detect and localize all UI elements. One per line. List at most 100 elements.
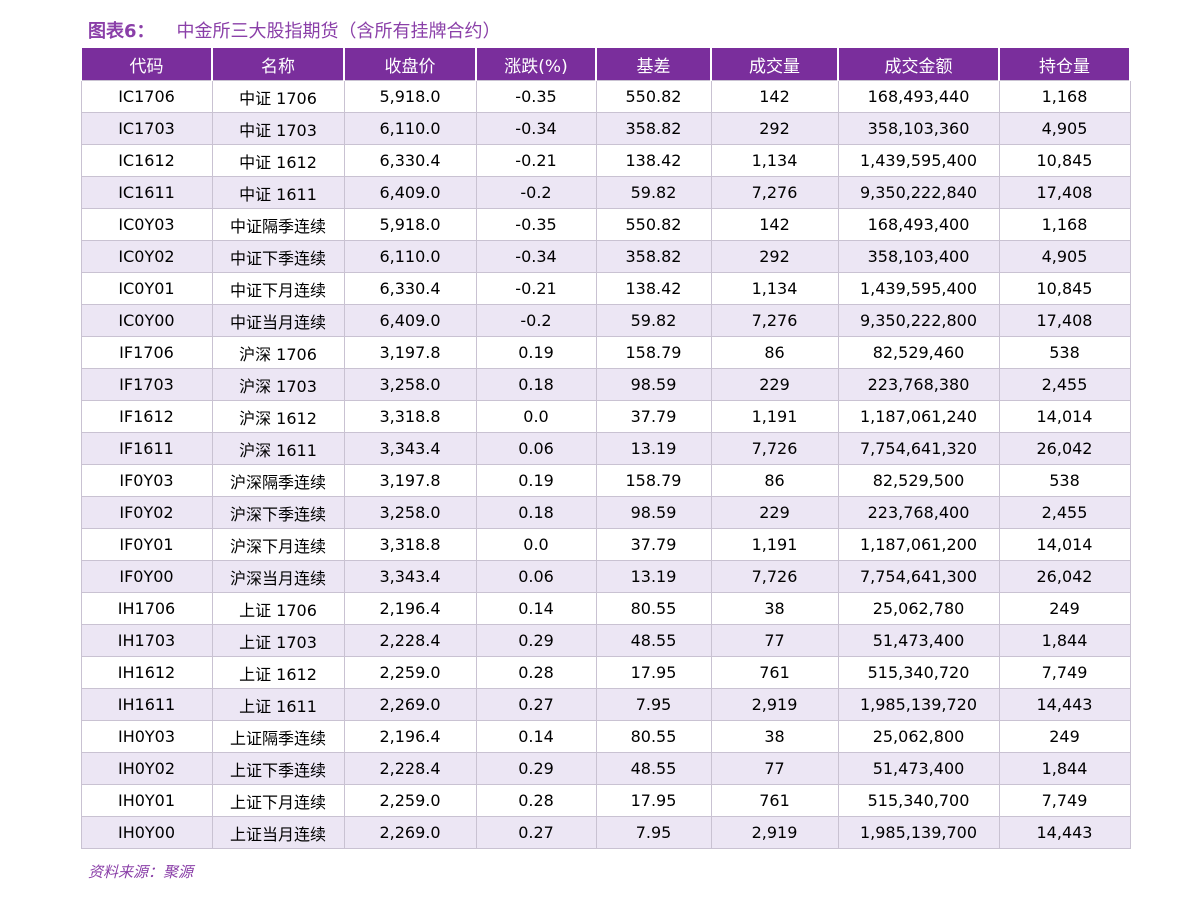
table-cell: 158.79 [595, 464, 712, 497]
table-cell: 上证 1612 [211, 656, 345, 689]
table-cell: 1,187,061,200 [837, 528, 1000, 561]
table-cell: 7,726 [710, 432, 839, 465]
table-cell: -0.2 [475, 304, 597, 337]
header-cell: 基差 [595, 48, 712, 81]
table-cell: 292 [710, 240, 839, 273]
table-cell: 550.82 [595, 80, 712, 113]
table-cell: 0.29 [475, 752, 597, 785]
table-cell: 77 [710, 752, 839, 785]
table-cell: 98.59 [595, 368, 712, 401]
table-cell: 中证下季连续 [211, 240, 345, 273]
table-cell: -0.21 [475, 144, 597, 177]
table-cell: 80.55 [595, 592, 712, 625]
table-cell: IC0Y01 [80, 272, 213, 305]
table-cell: 0.14 [475, 592, 597, 625]
table-cell: 沪深 1703 [211, 368, 345, 401]
table-cell: 上证 1706 [211, 592, 345, 625]
table-cell: 上证下季连续 [211, 752, 345, 785]
table-cell: IH1706 [80, 592, 213, 625]
table-cell: 223,768,400 [837, 496, 1000, 529]
table-cell: IH1612 [80, 656, 213, 689]
table-cell: 上证当月连续 [211, 816, 345, 849]
table-cell: 2,919 [710, 688, 839, 721]
table-cell: 1,439,595,400 [837, 272, 1000, 305]
table-cell: 17,408 [998, 304, 1131, 337]
table-row: IH1611 上证 1611 2,269.0 0.27 7.95 2,919 1,985,1… [80, 688, 1131, 721]
table-cell: 0.19 [475, 464, 597, 497]
table-cell: 2,228.4 [343, 624, 477, 657]
table-cell: 5,918.0 [343, 80, 477, 113]
table-cell: 2,269.0 [343, 816, 477, 849]
table-cell: IF0Y03 [80, 464, 213, 497]
table-cell: 4,905 [998, 112, 1131, 145]
table-cell: 1,985,139,720 [837, 688, 1000, 721]
table-cell: 138.42 [595, 272, 712, 305]
table-cell: 168,493,440 [837, 80, 1000, 113]
table-row: IC0Y00 中证当月连续 6,409.0 -0.2 59.82 7,276 9,350,2… [80, 304, 1131, 337]
table-cell: 0.27 [475, 688, 597, 721]
table-row: IH0Y02 上证下季连续 2,228.4 0.29 48.55 77 51,473,400… [80, 752, 1131, 785]
table-cell: 7,276 [710, 304, 839, 337]
table-row: IH0Y03 上证隔季连续 2,196.4 0.14 80.55 38 25,062,800… [80, 720, 1131, 753]
table-cell: 59.82 [595, 304, 712, 337]
table-row: IF1611 沪深 1611 3,343.4 0.06 13.19 7,726 7,754,… [80, 432, 1131, 465]
table-cell: 上证 1703 [211, 624, 345, 657]
title: 图表6： 中金所三大股指期货（含所有挂牌合约） [88, 17, 501, 43]
table-cell: 沪深 1612 [211, 400, 345, 433]
table-row: IF0Y02 沪深下季连续 3,258.0 0.18 98.59 229 223,768,4… [80, 496, 1131, 529]
table-cell: 0.28 [475, 784, 597, 817]
table-cell: 82,529,460 [837, 336, 1000, 369]
table-row: IH1612 上证 1612 2,259.0 0.28 17.95 761 515,340,… [80, 656, 1131, 689]
table-cell: 6,409.0 [343, 304, 477, 337]
table-cell: 17.95 [595, 656, 712, 689]
table-cell: 25,062,800 [837, 720, 1000, 753]
header-cell: 成交金额 [837, 48, 1000, 81]
table-cell: 6,110.0 [343, 240, 477, 273]
table-cell: 223,768,380 [837, 368, 1000, 401]
table-cell: 38 [710, 720, 839, 753]
table-cell: IC0Y02 [80, 240, 213, 273]
table-cell: 37.79 [595, 528, 712, 561]
table-cell: 0.18 [475, 496, 597, 529]
table-cell: 98.59 [595, 496, 712, 529]
table-cell: 13.19 [595, 432, 712, 465]
table-cell: 2,919 [710, 816, 839, 849]
header-cell: 代码 [80, 48, 213, 81]
table-cell: IF1706 [80, 336, 213, 369]
table-cell: 上证隔季连续 [211, 720, 345, 753]
header-cell: 持仓量 [998, 48, 1131, 81]
table-cell: IH0Y00 [80, 816, 213, 849]
table-cell: 538 [998, 336, 1131, 369]
table-cell: 0.29 [475, 624, 597, 657]
table-cell: 0.14 [475, 720, 597, 753]
table-cell: 1,439,595,400 [837, 144, 1000, 177]
table-cell: 3,318.8 [343, 528, 477, 561]
table-cell: 上证 1611 [211, 688, 345, 721]
table-cell: 0.27 [475, 816, 597, 849]
table-cell: -0.2 [475, 176, 597, 209]
table-cell: 82,529,500 [837, 464, 1000, 497]
table-cell: 中证 1612 [211, 144, 345, 177]
table-row: IF1706 沪深 1706 3,197.8 0.19 158.79 86 82,529,4… [80, 336, 1131, 369]
header-cell: 收盘价 [343, 48, 477, 81]
table-cell: 0.06 [475, 432, 597, 465]
table-cell: 1,191 [710, 400, 839, 433]
table-cell: 0.19 [475, 336, 597, 369]
table-cell: 14,014 [998, 400, 1131, 433]
table-cell: 0.28 [475, 656, 597, 689]
table-cell: 9,350,222,800 [837, 304, 1000, 337]
table-cell: IC0Y03 [80, 208, 213, 241]
table-cell: 中证 1706 [211, 80, 345, 113]
table-cell: 1,168 [998, 80, 1131, 113]
header-row: 代码 名称 收盘价 涨跌(%) 基差 成交量 成交金额 持仓量 [80, 48, 1131, 81]
table-cell: 7,276 [710, 176, 839, 209]
table-cell: 沪深 1706 [211, 336, 345, 369]
source: 资料来源：聚源 [88, 863, 194, 881]
table-cell: 292 [710, 112, 839, 145]
table-cell: 中证 1703 [211, 112, 345, 145]
table-row: IC1703 中证 1703 6,110.0 -0.34 358.82 292 358,10… [80, 112, 1131, 145]
table: 代码 名称 收盘价 涨跌(%) 基差 成交量 成交金额 持仓量 IC1706 中证 1706 5,… [80, 48, 1131, 849]
table-cell: 1,191 [710, 528, 839, 561]
table-cell: 3,258.0 [343, 496, 477, 529]
table-cell: 4,905 [998, 240, 1131, 273]
